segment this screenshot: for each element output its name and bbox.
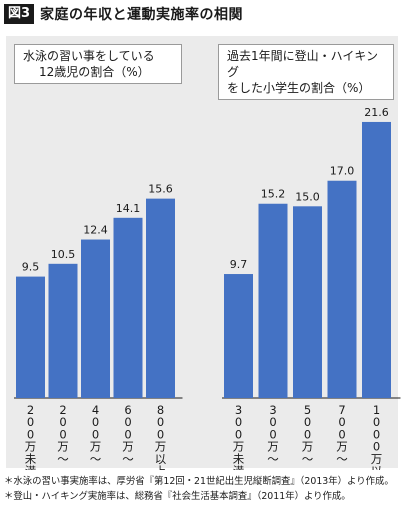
left-category-label-3: 6 0 0 万〜 — [122, 403, 134, 466]
left-chart-title-line-2: 12歳児の割合（%） — [39, 65, 150, 79]
left-bar-4 — [146, 198, 175, 398]
footnotes: ＊水泳の習い事実施率は、厚労省『第12回・21世紀出生児縦断調査』（2013年）… — [4, 474, 394, 504]
right-bar-1 — [258, 203, 288, 398]
left-bar-0 — [16, 276, 45, 398]
right-category-label-3: 7 0 0 万〜 — [336, 403, 348, 466]
left-category-label-2: 4 0 0 万〜 — [90, 403, 102, 466]
right-bar-3 — [327, 180, 357, 398]
left-value-label-2: 12.4 — [83, 224, 108, 237]
footnote-hiking-source: ＊登山・ハイキング実施率は、総務省『社会生活基本調査』（2011年）より作成。 — [4, 491, 351, 502]
figure-number-badge: 図3 — [4, 4, 35, 24]
left-category-label-4: 800万以上 — [155, 403, 167, 470]
figure-title: 家庭の年収と運動実施率の相関 — [40, 7, 244, 23]
right-category-label-1: 3 0 0 万〜 — [267, 403, 279, 466]
right-value-label-3: 17.0 — [330, 165, 355, 178]
left-chart-title: 水泳の習い事をしている 12歳児の割合（%） — [14, 44, 182, 84]
left-bar-2 — [81, 239, 110, 398]
right-category-label-0: 300万未満 — [233, 403, 245, 470]
left-bar-3 — [113, 217, 143, 398]
right-value-label-0: 9.7 — [230, 258, 248, 271]
right-bar-2 — [293, 206, 322, 398]
right-chart-title-line-1: 過去1年間に登山・ハイキング — [227, 49, 379, 79]
left-value-label-1: 10.5 — [51, 248, 76, 261]
right-value-label-4: 21.6 — [364, 106, 389, 119]
footnote-swimming-source: ＊水泳の習い事実施率は、厚労省『第12回・21世紀出生児縦断調査』（2013年）… — [4, 476, 394, 487]
right-value-label-2: 15.0 — [295, 190, 320, 203]
right-bar-0 — [224, 274, 253, 398]
right-chart-title: 過去1年間に登山・ハイキング をした小学生の割合（%） — [218, 44, 394, 100]
right-category-label-4: 1000万以上 — [371, 403, 383, 470]
figure-header: 図3 家庭の年収と運動実施率の相関 — [4, 4, 243, 24]
left-chart-title-line-1: 水泳の習い事をしている — [23, 49, 155, 63]
right-value-label-1: 15.2 — [261, 188, 286, 201]
right-bar-4 — [362, 121, 391, 399]
left-value-label-4: 15.6 — [148, 183, 173, 196]
right-chart-title-line-2: をした小学生の割合（%） — [227, 81, 371, 95]
left-value-label-3: 14.1 — [116, 202, 141, 215]
left-category-label-0: 200万未満 — [25, 403, 37, 470]
left-value-label-0: 9.5 — [22, 261, 40, 274]
left-category-label-1: 2 0 0 万〜 — [57, 403, 69, 466]
left-bar-1 — [48, 263, 78, 398]
right-category-label-2: 5 0 0 万〜 — [302, 403, 314, 466]
